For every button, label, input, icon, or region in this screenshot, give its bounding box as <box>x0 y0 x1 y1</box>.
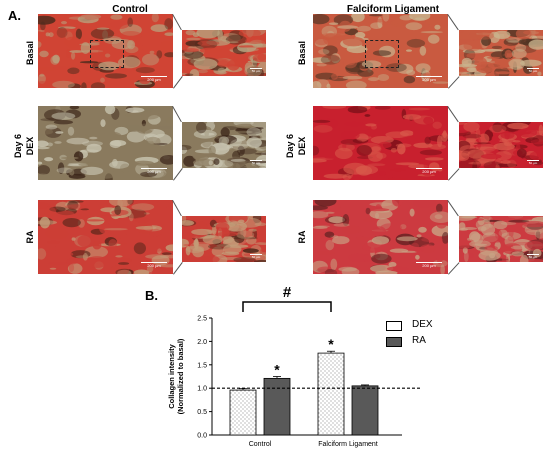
zoom-connector-line <box>447 200 459 217</box>
y-axis-label: (Normalized to basal) <box>176 338 185 414</box>
zoom-scale-bar: 50 µm <box>527 254 539 259</box>
row-label-ra-left: RA <box>25 230 35 244</box>
row-label-day6-right: Day 6 <box>285 133 295 159</box>
row-label-day6-left: Day 6 <box>13 133 23 159</box>
zoom-connector-line <box>173 76 183 89</box>
x-tick-label: Control <box>249 441 272 448</box>
zoom-connector-line <box>172 200 182 217</box>
micrograph-zoom-fl-basal: 50 µm <box>459 30 543 76</box>
significance-star: * <box>328 336 334 352</box>
legend-label-ra: RA <box>412 335 426 346</box>
panel-b-label: B. <box>145 288 158 303</box>
x-tick-label: Falciform Ligament <box>318 441 378 448</box>
zoom-connector-line <box>172 14 182 31</box>
y-tick-label: 0.5 <box>197 409 207 416</box>
inset-region-box <box>365 40 399 68</box>
micrograph-zoom-control-basal: 50 µm <box>182 30 266 76</box>
micrograph-fl-basal: 200 µm <box>313 14 448 88</box>
micrograph-control-dex: 200 µm <box>38 106 173 180</box>
zoom-connector-line <box>173 262 183 275</box>
row-label-ra-right: RA <box>297 230 307 244</box>
legend-swatch-ra <box>386 337 402 347</box>
scale-bar: 200 µm <box>141 262 167 269</box>
bar-ra-1 <box>351 385 379 436</box>
zoom-connector-line <box>448 76 460 89</box>
row-label-dex-left: DEX <box>25 136 35 156</box>
significance-hash: # <box>283 284 292 301</box>
row-label-dex-right: DEX <box>297 136 307 156</box>
panel-a-label: A. <box>8 8 21 23</box>
y-tick-label: 1.5 <box>197 362 207 369</box>
micrograph-zoom-fl-ra: 50 µm <box>459 216 543 262</box>
scale-bar: 200 µm <box>416 168 442 175</box>
inset-region-box <box>90 40 124 68</box>
significance-bracket <box>242 301 332 312</box>
micrograph-control-ra: 200 µm <box>38 200 173 274</box>
bar-dex-1 <box>317 352 345 436</box>
scale-bar: 200 µm <box>141 76 167 83</box>
micrograph-control-basal: 200 µm <box>38 14 173 88</box>
row-label-basal-left: Basal <box>25 40 35 66</box>
zoom-connector-line <box>447 14 459 31</box>
micrograph-fl-dex: 200 µm <box>313 106 448 180</box>
chart-legend: DEX RA <box>386 319 466 355</box>
zoom-connector-line <box>448 168 460 181</box>
zoom-connector-line <box>173 168 183 181</box>
y-axis-label: Collagen intensity <box>167 343 176 408</box>
zoom-connector-line <box>448 262 460 275</box>
zoom-scale-bar: 50 µm <box>527 68 539 73</box>
column-title-falciform-ligament: Falciform Ligament <box>346 4 440 15</box>
collagen-bar-chart: 0.0 0.5 1.0 1.5 2.0 2.5 Collagen intensity (Nor… <box>167 284 422 448</box>
legend-label-dex: DEX <box>412 319 433 330</box>
micrograph-zoom-control-ra: 50 µm <box>182 216 266 262</box>
column-title-control: Control <box>112 4 148 15</box>
scale-bar: 200 µm <box>416 76 442 83</box>
y-tick-label: 1.0 <box>197 386 207 393</box>
row-label-basal-right: Basal <box>297 40 307 66</box>
legend-swatch-dex <box>386 321 402 331</box>
zoom-scale-bar: 50 µm <box>250 254 262 259</box>
micrograph-fl-ra: 200 µm <box>313 200 448 274</box>
zoom-scale-bar: 50 µm <box>250 160 262 165</box>
micrograph-zoom-fl-dex: 50 µm <box>459 122 543 168</box>
zoom-connector-line <box>447 106 459 123</box>
micrograph-zoom-control-dex: 50 µm <box>182 122 266 168</box>
zoom-connector-line <box>172 106 182 123</box>
significance-star: * <box>274 362 280 378</box>
bar-dex-0 <box>229 389 257 436</box>
y-tick-label: 2.0 <box>197 339 207 346</box>
y-tick-label: 0.0 <box>197 433 207 440</box>
y-tick-label: 2.5 <box>197 316 207 323</box>
zoom-scale-bar: 50 µm <box>250 68 262 73</box>
scale-bar: 200 µm <box>416 262 442 269</box>
scale-bar: 200 µm <box>141 168 167 175</box>
bar-ra-0 <box>263 377 291 436</box>
zoom-scale-bar: 50 µm <box>527 160 539 165</box>
